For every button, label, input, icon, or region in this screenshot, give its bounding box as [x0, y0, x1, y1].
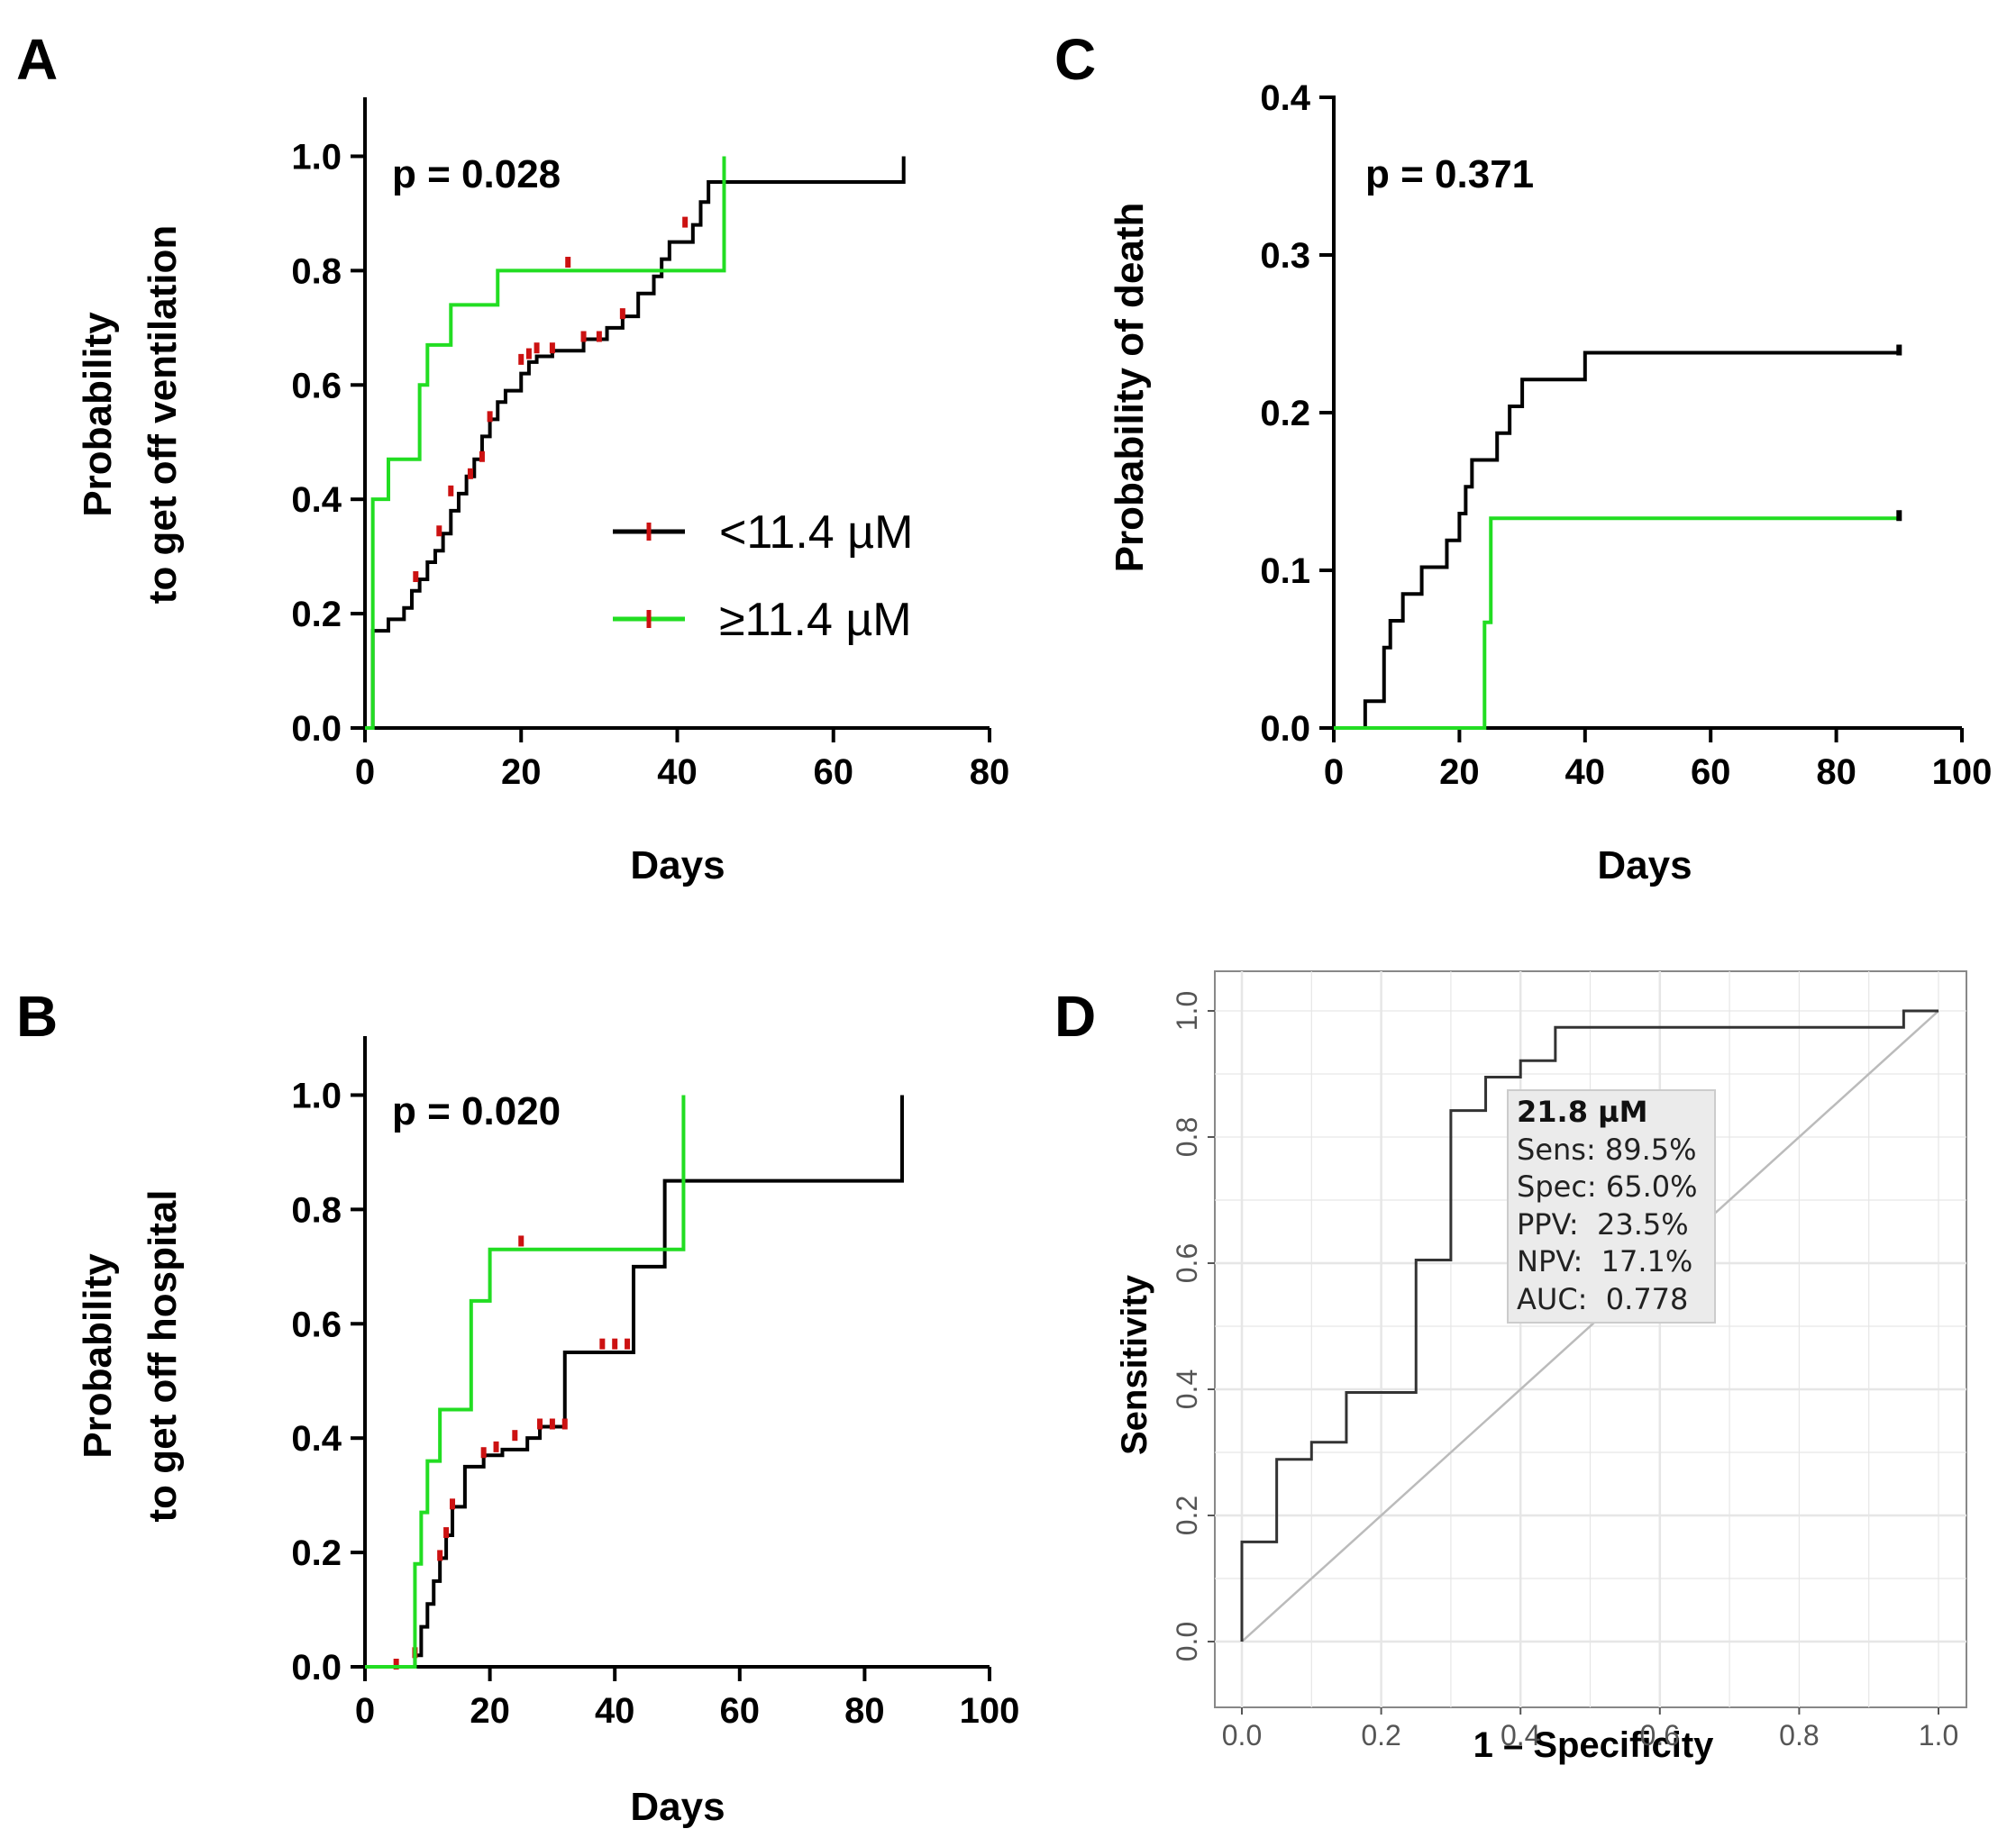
panel-b-hospital-chart: p = 0.020 Probability to get off hospita… — [76, 1036, 1019, 1829]
legend-high-label: ≥11.4 µM — [719, 594, 912, 646]
panel-a-xlabel: Days — [630, 843, 725, 887]
roc-xtick-label: 1.0 — [1919, 1719, 1958, 1751]
roc-ppv-line: PPV: 23.5% — [1517, 1207, 1689, 1242]
roc-ytick-label: 0.0 — [1171, 1622, 1203, 1661]
panel-b-xlabel: Days — [630, 1785, 725, 1829]
pa-series-low-curve — [365, 156, 906, 730]
pc-xtick-label: 20 — [1439, 752, 1480, 792]
panel-c-ylabel: Probability of death — [1108, 203, 1152, 573]
pa-series-high-curve — [365, 156, 726, 730]
pc-ytick-label: 0.3 — [1260, 236, 1310, 276]
roc-ytick-label: 0.2 — [1171, 1496, 1203, 1535]
pc-ytick-label: 0.0 — [1260, 709, 1310, 749]
pb-xtick-label: 100 — [960, 1691, 1020, 1731]
roc-ytick-label: 0.8 — [1171, 1117, 1203, 1157]
pb-series-low-curve — [365, 1095, 904, 1669]
roc-ytick-label: 0.4 — [1171, 1369, 1203, 1409]
legend: <11.4 µM ≥11.4 µM — [613, 506, 913, 646]
panel-b-ylabel-line1: Probability — [76, 1253, 120, 1459]
panel-a-ventilation-chart: p = 0.028 Probability to get off ventila… — [76, 97, 1009, 887]
pc-xtick-label: 40 — [1565, 752, 1606, 792]
pa-ytick-label: 0.4 — [291, 480, 342, 520]
pb-xtick-label: 80 — [844, 1691, 885, 1731]
pc-ytick-label: 0.1 — [1260, 551, 1310, 591]
pb-ytick-label: 0.8 — [291, 1190, 342, 1230]
panel-d-roc-chart: 21.8 µM Sens: 89.5% Spec: 65.0% PPV: 23.… — [1115, 970, 1967, 1765]
roc-xtick-label: 0.0 — [1222, 1719, 1262, 1751]
panel-c-death-chart: p = 0.371 Probability of death Days 0.0 0… — [1108, 78, 1992, 887]
pb-xtick-label: 0 — [355, 1691, 375, 1731]
pc-xtick-label: 100 — [1932, 752, 1993, 792]
roc-auc-line: AUC: 0.778 — [1517, 1282, 1688, 1316]
pa-ytick-label: 0.0 — [291, 709, 342, 749]
roc-sens-line: Sens: 89.5% — [1517, 1133, 1697, 1167]
pc-series-low-curve — [1334, 350, 1900, 730]
panel-b-p-value: p = 0.020 — [392, 1089, 561, 1133]
roc-xtick-label: 0.4 — [1501, 1719, 1540, 1751]
pb-ytick-label: 0.0 — [291, 1648, 342, 1688]
panel-c-xlabel: Days — [1597, 843, 1692, 887]
roc-threshold-box — [1507, 1089, 1716, 1324]
pb-xtick-label: 60 — [720, 1691, 761, 1731]
pb-xtick-label: 40 — [595, 1691, 635, 1731]
panel-letter-c: C — [1054, 27, 1096, 92]
pc-xtick-label: 60 — [1691, 752, 1731, 792]
roc-xlabel: 1 – Specificity — [1473, 1725, 1715, 1765]
pa-xtick-label: 60 — [814, 752, 854, 792]
pc-ytick-label: 0.4 — [1260, 78, 1310, 118]
roc-ylabel: Sensitivity — [1115, 1274, 1154, 1455]
pa-ytick-label: 0.6 — [291, 366, 342, 405]
panel-a-ylabel-line1: Probability — [76, 312, 120, 517]
roc-xtick-label: 0.6 — [1640, 1719, 1680, 1751]
pa-ytick-label: 0.2 — [291, 595, 342, 634]
roc-spec-line: Spec: 65.0% — [1517, 1169, 1698, 1204]
roc-xtick-label: 0.8 — [1779, 1719, 1819, 1751]
pc-xtick-label: 0 — [1324, 752, 1344, 792]
pa-xtick-label: 80 — [970, 752, 1010, 792]
pb-ytick-label: 0.2 — [291, 1533, 342, 1573]
roc-xtick-label: 0.2 — [1361, 1719, 1400, 1751]
pa-ytick-label: 0.8 — [291, 251, 342, 291]
pa-ytick-label: 1.0 — [291, 137, 342, 177]
pa-xtick-label: 0 — [355, 752, 375, 792]
pb-ytick-label: 0.4 — [291, 1419, 342, 1459]
pc-series-high-curve — [1334, 516, 1900, 730]
pb-series-high-curve — [365, 1095, 686, 1669]
roc-ytick-label: 0.6 — [1171, 1243, 1203, 1283]
roc-ytick-label: 1.0 — [1171, 991, 1203, 1031]
roc-curve — [1240, 1009, 1938, 1642]
panel-b-ylabel-line2: to get off hospital — [141, 1189, 185, 1522]
pc-ytick-label: 0.2 — [1260, 394, 1310, 433]
panel-a-ylabel-line2: to get off ventilation — [141, 225, 185, 604]
pa-xtick-label: 40 — [657, 752, 698, 792]
roc-diagonal-line — [1241, 1010, 1939, 1642]
pb-ytick-label: 0.6 — [291, 1305, 342, 1344]
panel-letter-a: A — [16, 27, 58, 92]
pb-xtick-label: 20 — [470, 1691, 510, 1731]
panel-letter-d: D — [1054, 984, 1096, 1049]
pa-xtick-label: 20 — [501, 752, 542, 792]
roc-npv-line: NPV: 17.1% — [1517, 1244, 1692, 1278]
panel-letter-b: B — [16, 984, 58, 1049]
panel-c-p-value: p = 0.371 — [1365, 152, 1534, 196]
roc-threshold-title: 21.8 µM — [1517, 1095, 1647, 1129]
pc-xtick-label: 80 — [1816, 752, 1856, 792]
pb-ytick-label: 1.0 — [291, 1076, 342, 1115]
panel-a-p-value: p = 0.028 — [392, 152, 561, 196]
legend-low-label: <11.4 µM — [719, 506, 913, 559]
